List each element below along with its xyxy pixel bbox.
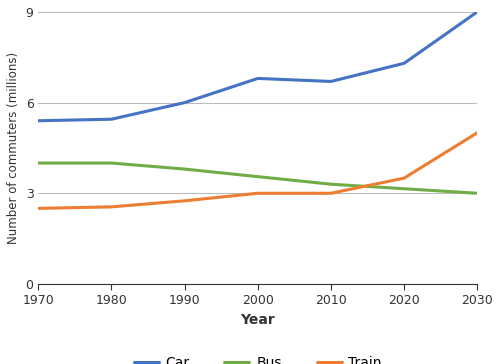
Train xyxy=(36,206,42,210)
Car xyxy=(255,76,261,80)
Bus xyxy=(182,167,188,171)
Bus xyxy=(255,174,261,179)
X-axis label: Year: Year xyxy=(240,313,275,327)
Car xyxy=(401,61,407,66)
Train xyxy=(108,205,114,209)
Train xyxy=(182,199,188,203)
Train xyxy=(328,191,334,195)
Car xyxy=(474,10,480,14)
Bus xyxy=(328,182,334,186)
Line: Train: Train xyxy=(38,133,477,208)
Bus xyxy=(401,186,407,191)
Train xyxy=(474,131,480,135)
Line: Car: Car xyxy=(38,12,477,121)
Bus xyxy=(36,161,42,165)
Car xyxy=(328,79,334,84)
Y-axis label: Number of commuters (millions): Number of commuters (millions) xyxy=(7,52,20,244)
Car xyxy=(108,117,114,122)
Bus xyxy=(108,161,114,165)
Train xyxy=(255,191,261,195)
Bus xyxy=(474,191,480,195)
Train xyxy=(401,176,407,180)
Line: Bus: Bus xyxy=(38,163,477,193)
Legend: Car, Bus, Train: Car, Bus, Train xyxy=(128,351,388,364)
Car xyxy=(182,100,188,105)
Car xyxy=(36,119,42,123)
